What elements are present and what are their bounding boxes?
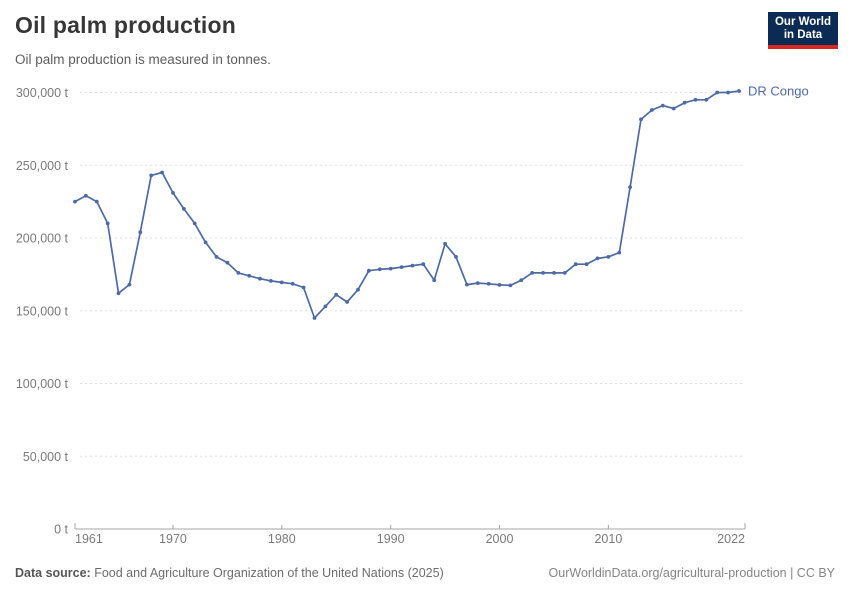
data-point-marker[interactable] [160, 170, 165, 175]
x-tick-label: 2000 [486, 532, 514, 546]
data-point-marker[interactable] [606, 255, 611, 259]
data-point-marker[interactable] [454, 255, 458, 259]
data-point-marker[interactable] [171, 191, 175, 195]
series-line-dr-congo[interactable] [74, 90, 740, 319]
x-tick-label: 2010 [594, 532, 622, 546]
data-point-marker[interactable] [443, 241, 447, 246]
y-tick-label: 150,000 t [16, 304, 69, 318]
data-point-marker[interactable] [704, 97, 709, 102]
owid-logo-line1: Our World [774, 15, 831, 28]
data-source-line: Data source: Food and Agriculture Organi… [15, 566, 444, 580]
data-point-marker[interactable] [214, 255, 219, 259]
data-point-marker[interactable] [628, 185, 632, 190]
data-point-marker[interactable] [323, 304, 328, 309]
data-point-marker[interactable] [486, 281, 491, 286]
data-point-marker[interactable] [367, 268, 371, 273]
data-point-marker[interactable] [138, 230, 143, 235]
data-point-marker[interactable] [312, 316, 317, 320]
data-point-marker[interactable] [617, 250, 622, 255]
data-point-marker[interactable] [595, 256, 600, 261]
data-point-marker[interactable] [562, 271, 567, 275]
data-point-marker[interactable] [497, 283, 502, 287]
data-source-text[interactable]: Food and Agriculture Organization of the… [94, 566, 444, 580]
chart-subtitle: Oil palm production is measured in tonne… [15, 52, 271, 67]
data-point-marker[interactable] [737, 89, 741, 93]
x-tick-label: 1980 [268, 532, 296, 546]
data-point-marker[interactable] [639, 117, 643, 122]
data-point-marker[interactable] [388, 266, 393, 271]
data-point-marker[interactable] [236, 271, 241, 275]
y-tick-label: 50,000 t [23, 450, 69, 464]
data-point-marker[interactable] [192, 221, 197, 226]
owid-logo[interactable]: Our World in Data [768, 12, 838, 49]
data-point-marker[interactable] [552, 271, 556, 275]
data-point-marker[interactable] [410, 263, 415, 268]
data-point-marker[interactable] [421, 262, 426, 267]
data-source-label: Data source: [15, 566, 91, 580]
y-tick-label: 300,000 t [16, 86, 69, 100]
data-point-marker[interactable] [660, 103, 665, 108]
y-tick-label: 100,000 t [16, 377, 69, 391]
data-point-marker[interactable] [432, 278, 437, 283]
data-point-marker[interactable] [475, 281, 480, 285]
data-point-marker[interactable] [334, 292, 339, 297]
data-point-marker[interactable] [182, 207, 186, 211]
data-point-marker[interactable] [84, 193, 88, 198]
data-point-marker[interactable] [301, 285, 306, 290]
data-point-marker[interactable] [682, 100, 687, 105]
data-point-marker[interactable] [465, 282, 469, 287]
data-point-marker[interactable] [269, 279, 273, 283]
chart-title: Oil palm production [15, 12, 237, 38]
data-point-marker[interactable] [149, 173, 154, 178]
data-point-marker[interactable] [584, 262, 589, 267]
x-tick-label: 1970 [159, 532, 187, 546]
data-point-marker[interactable] [693, 97, 698, 102]
data-point-marker[interactable] [247, 273, 252, 278]
data-point-marker[interactable] [94, 199, 99, 204]
y-tick-label: 250,000 t [16, 159, 69, 173]
data-point-marker[interactable] [73, 199, 77, 204]
data-point-marker[interactable] [258, 276, 262, 281]
data-point-marker[interactable] [650, 108, 654, 112]
data-point-marker[interactable] [345, 300, 349, 304]
data-point-marker[interactable] [573, 262, 578, 267]
data-point-marker[interactable] [127, 282, 132, 287]
data-point-marker[interactable] [530, 271, 535, 275]
data-point-marker[interactable] [225, 260, 230, 265]
data-point-marker[interactable] [105, 221, 110, 226]
data-point-marker[interactable] [279, 280, 284, 285]
y-tick-label: 200,000 t [16, 232, 69, 246]
data-point-marker[interactable] [508, 283, 513, 288]
credit-link[interactable]: OurWorldinData.org/agricultural-producti… [548, 566, 835, 580]
data-point-marker[interactable] [203, 240, 208, 245]
x-tick-label: 1961 [75, 532, 103, 546]
data-point-marker[interactable] [290, 281, 295, 286]
data-point-marker[interactable] [356, 287, 360, 292]
entity-label[interactable]: DR Congo [748, 84, 809, 99]
owid-logo-line2: in Data [783, 28, 823, 41]
data-point-marker[interactable] [399, 265, 404, 269]
x-tick-label: 1990 [377, 532, 405, 546]
data-point-marker[interactable] [726, 90, 730, 95]
data-point-marker[interactable] [541, 271, 545, 275]
data-point-marker[interactable] [715, 90, 720, 95]
data-point-marker[interactable] [519, 278, 524, 283]
chart-footer: Data source: Food and Agriculture Organi… [15, 566, 835, 580]
y-tick-label: 0 t [54, 523, 68, 537]
data-point-marker[interactable] [377, 267, 382, 272]
x-tick-label: 2022 [717, 532, 745, 546]
data-point-marker[interactable] [671, 106, 676, 111]
data-point-marker[interactable] [116, 291, 121, 296]
